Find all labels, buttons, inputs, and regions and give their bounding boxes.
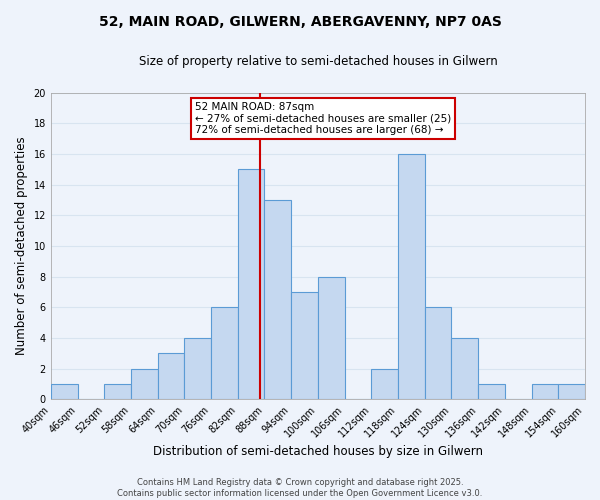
Bar (398, 154, 425, 400)
Title: Size of property relative to semi-detached houses in Gilwern: Size of property relative to semi-detach… (139, 55, 497, 68)
X-axis label: Distribution of semi-detached houses by size in Gilwern: Distribution of semi-detached houses by … (153, 444, 483, 458)
Bar (184, 338, 211, 400)
Bar (131, 368, 158, 400)
Bar (532, 384, 558, 400)
Text: 52, MAIN ROAD, GILWERN, ABERGAVENNY, NP7 0AS: 52, MAIN ROAD, GILWERN, ABERGAVENNY, NP7… (98, 15, 502, 29)
Text: Contains HM Land Registry data © Crown copyright and database right 2025.
Contai: Contains HM Land Registry data © Crown c… (118, 478, 482, 498)
Bar (51, 384, 77, 400)
Bar (238, 170, 265, 400)
Bar (451, 338, 478, 400)
Y-axis label: Number of semi-detached properties: Number of semi-detached properties (15, 136, 28, 356)
Bar (158, 354, 184, 400)
Bar (425, 308, 451, 400)
Bar (478, 384, 505, 400)
Text: 52 MAIN ROAD: 87sqm
← 27% of semi-detached houses are smaller (25)
72% of semi-d: 52 MAIN ROAD: 87sqm ← 27% of semi-detach… (195, 102, 451, 135)
Bar (104, 384, 131, 400)
Bar (371, 368, 398, 400)
Bar (211, 308, 238, 400)
Bar (265, 200, 291, 400)
Bar (291, 292, 318, 400)
Bar (318, 276, 344, 400)
Bar (558, 384, 585, 400)
